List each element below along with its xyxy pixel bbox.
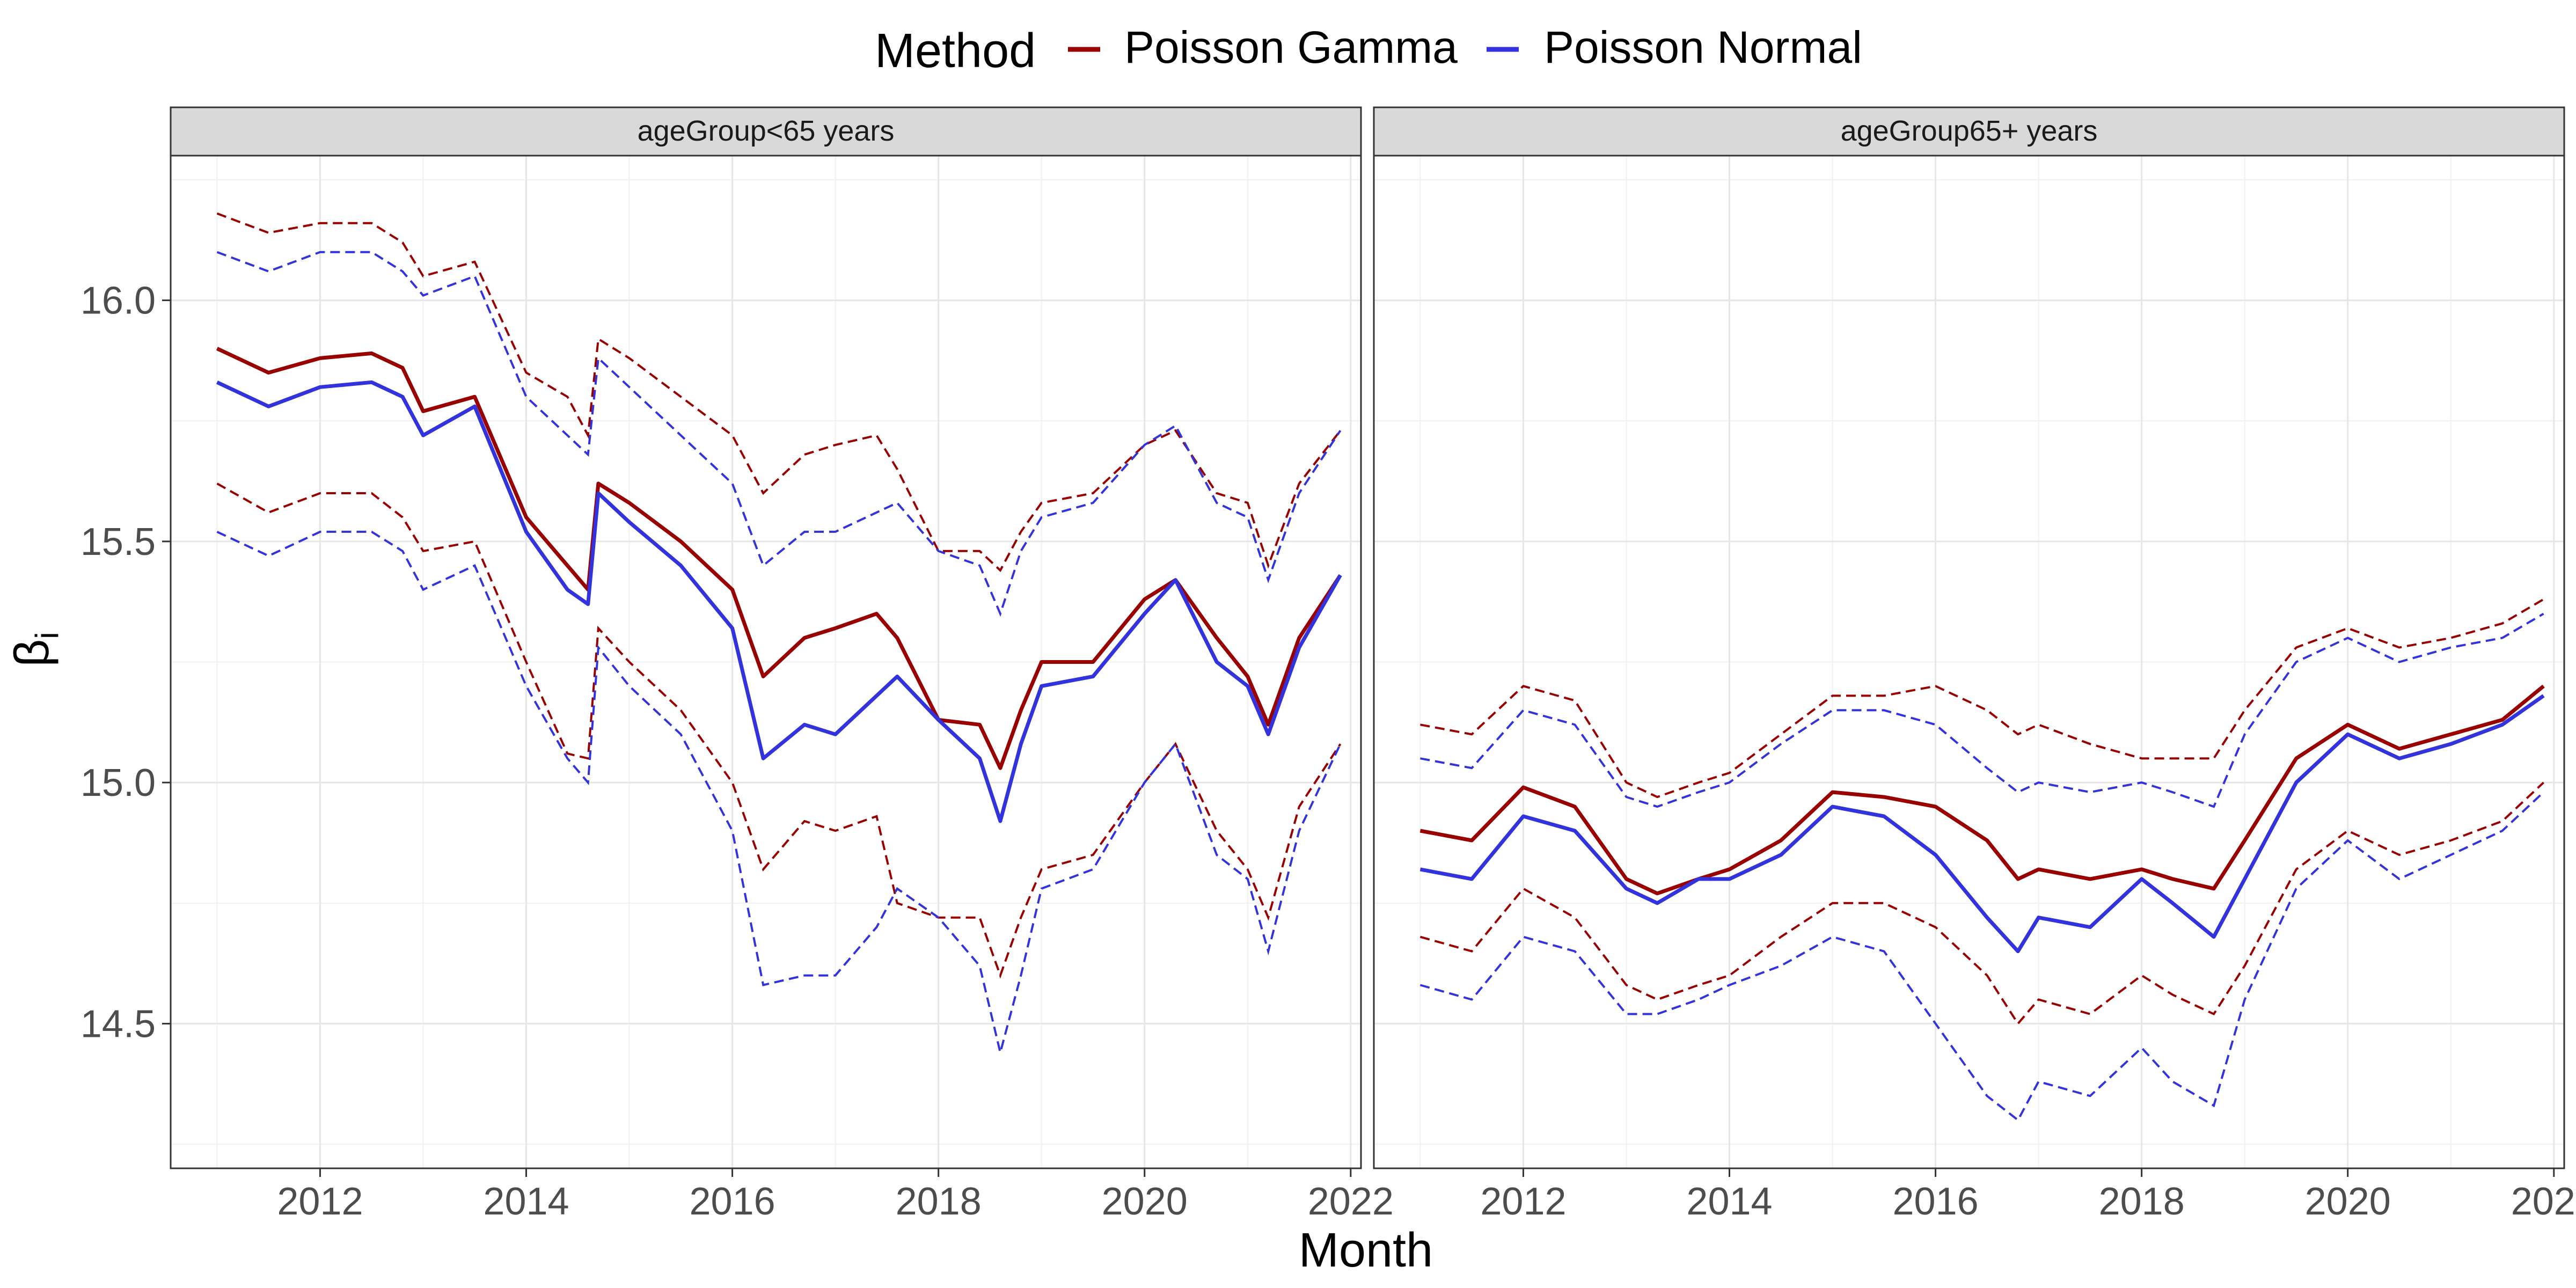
x-tick-label: 2022 xyxy=(1308,1180,1394,1223)
series-lower-poisson-gamma xyxy=(216,482,1342,979)
series-lower-poisson-gamma xyxy=(1419,781,2544,1026)
y-axis-ticks: 14.5 15.0 15.5 16.0 xyxy=(80,280,171,1045)
series-line-poisson-normal xyxy=(1419,694,2545,954)
y-tick-label: 15.5 xyxy=(80,521,156,564)
x-tick-label: 2022 xyxy=(2511,1180,2576,1223)
facet-strip xyxy=(1373,106,2565,157)
y-axis-title: βi xyxy=(5,632,65,667)
series-line-poisson-gamma xyxy=(1419,684,2545,896)
svg-text:βi: βi xyxy=(5,632,65,667)
panel-under-65: ageGroup<65 years xyxy=(170,106,1362,1169)
x-tick-label: 2018 xyxy=(2099,1180,2185,1223)
x-axis-ticks-left: 2012 2014 2016 2018 2020 2022 xyxy=(277,1168,1394,1223)
x-tick-label: 2012 xyxy=(277,1180,363,1223)
y-axis-title-base: β xyxy=(5,639,59,667)
facet-strip-label: ageGroup65+ years xyxy=(1841,115,2098,147)
series-lower-poisson-normal xyxy=(1419,791,2544,1122)
series-upper-poisson-gamma xyxy=(1420,598,2544,799)
x-tick-label: 2012 xyxy=(1480,1180,1566,1223)
y-tick-label: 16.0 xyxy=(80,280,156,323)
facet-strip xyxy=(170,106,1362,157)
panel-65-plus: ageGroup65+ years xyxy=(1373,106,2565,1169)
y-axis-title-subscript: i xyxy=(29,632,65,639)
x-tick-label: 2018 xyxy=(896,1180,982,1223)
x-tick-label: 2016 xyxy=(1893,1180,1979,1223)
x-tick-label: 2020 xyxy=(2305,1180,2391,1223)
series-line-poisson-normal xyxy=(216,380,1342,823)
y-tick-label: 15.0 xyxy=(80,762,156,804)
legend-label-poisson-normal: Poisson Normal xyxy=(1544,22,1862,72)
x-axis-ticks-right: 2012 2014 2016 2018 2020 2022 xyxy=(1480,1168,2576,1223)
x-tick-label: 2016 xyxy=(690,1180,775,1223)
x-tick-label: 2014 xyxy=(483,1180,569,1223)
y-tick-label: 14.5 xyxy=(80,1002,156,1045)
series-upper-poisson-gamma xyxy=(216,212,1342,573)
legend: Method Poisson Gamma Poisson Normal xyxy=(875,22,1862,78)
legend-label-poisson-gamma: Poisson Gamma xyxy=(1124,22,1458,72)
x-axis-title: Month xyxy=(1299,1224,1433,1277)
facet-strip-label: ageGroup<65 years xyxy=(638,115,895,147)
x-tick-label: 2020 xyxy=(1102,1180,1188,1223)
series-upper-poisson-normal xyxy=(216,251,1342,617)
series-lower-poisson-normal xyxy=(216,530,1342,1053)
legend-title: Method xyxy=(875,24,1036,78)
series-upper-poisson-normal xyxy=(1420,612,2544,808)
x-tick-label: 2014 xyxy=(1686,1180,1772,1223)
